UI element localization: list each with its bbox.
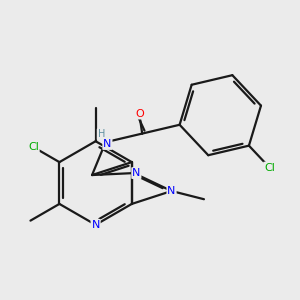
Text: N: N bbox=[167, 186, 176, 196]
Text: O: O bbox=[135, 109, 144, 118]
Text: N: N bbox=[103, 139, 112, 149]
Text: H: H bbox=[98, 129, 105, 139]
Text: N: N bbox=[92, 220, 100, 230]
Text: Cl: Cl bbox=[264, 163, 275, 172]
Text: N: N bbox=[132, 168, 140, 178]
Text: Cl: Cl bbox=[28, 142, 39, 152]
